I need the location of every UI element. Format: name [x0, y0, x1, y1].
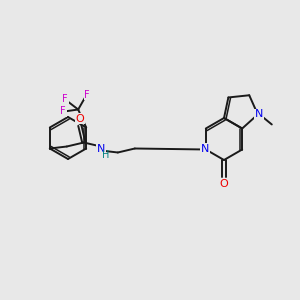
Text: F: F [60, 106, 66, 116]
Text: F: F [84, 89, 90, 100]
Text: N: N [201, 143, 209, 154]
Text: N: N [255, 110, 263, 119]
Text: O: O [220, 179, 228, 189]
Text: H: H [102, 151, 110, 160]
Text: O: O [75, 113, 84, 124]
Text: N: N [97, 143, 105, 154]
Text: F: F [62, 94, 68, 103]
